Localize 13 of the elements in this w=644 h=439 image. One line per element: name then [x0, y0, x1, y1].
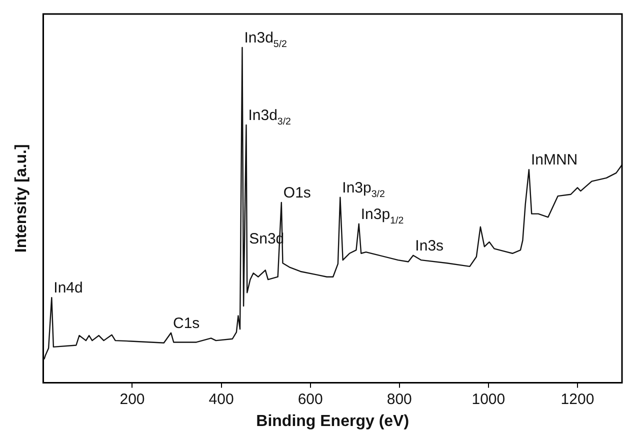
x-tick-label: 1000	[472, 390, 506, 408]
x-axis-title: Binding Energy (eV)	[256, 412, 410, 430]
x-tick-label: 200	[120, 390, 145, 408]
y-axis-title: Intensity [a.u.]	[13, 144, 30, 253]
x-tick-label: 1200	[560, 390, 594, 408]
annotation: In4d	[54, 280, 83, 297]
annotation: C1s	[172, 314, 200, 332]
annotation: InMNN	[530, 152, 578, 169]
annotation: In3s	[415, 237, 444, 254]
annotation: O1s	[283, 184, 311, 202]
x-tick-label: 600	[298, 390, 323, 408]
x-tick-label: 800	[386, 390, 412, 408]
x-tick-label: 400	[208, 390, 234, 408]
